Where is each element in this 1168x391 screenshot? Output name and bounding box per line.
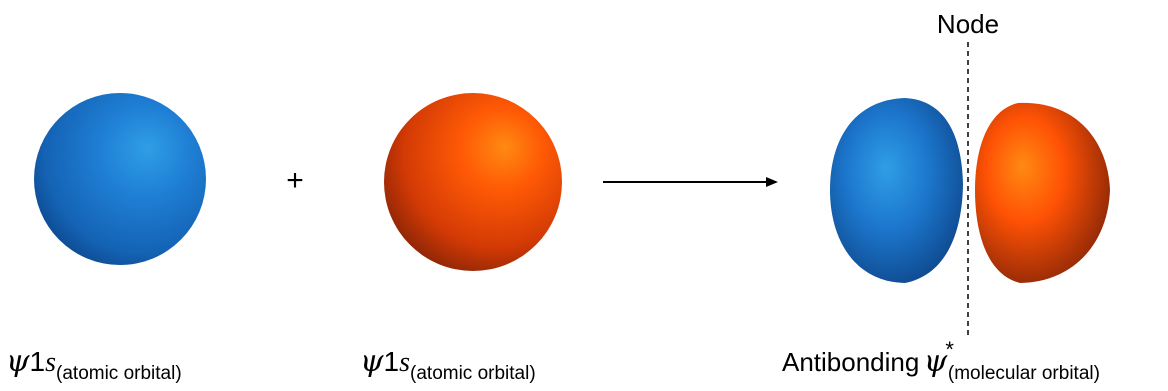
quantum-number: 1 bbox=[29, 346, 46, 377]
antibonding-word: Antibonding bbox=[782, 347, 920, 377]
antibonding-label: Antibonding ψ*(molecular orbital) bbox=[782, 337, 1100, 384]
orbital-subscript: (atomic orbital) bbox=[56, 363, 182, 384]
star-superscript: * bbox=[945, 337, 954, 362]
middle-orbital-label: ψ1s(atomic orbital) bbox=[360, 344, 536, 384]
psi-symbol: ψ bbox=[923, 344, 948, 379]
orbital-letter: s bbox=[45, 347, 57, 378]
plus-sign: + bbox=[286, 164, 304, 197]
psi-symbol: ψ bbox=[360, 344, 384, 379]
psi-symbol: ψ bbox=[6, 344, 30, 379]
orbital-letter: s bbox=[399, 347, 411, 378]
left-blue-sphere bbox=[34, 93, 206, 265]
node-label: Node bbox=[937, 9, 999, 39]
molecular-subscript: (molecular orbital) bbox=[947, 363, 1100, 384]
antibonding-orange-lobe bbox=[975, 102, 1110, 284]
quantum-number: 1 bbox=[383, 346, 400, 377]
middle-orange-sphere bbox=[384, 93, 562, 271]
left-orbital-label: ψ1s(atomic orbital) bbox=[6, 344, 182, 384]
antibonding-blue-lobe bbox=[830, 98, 963, 283]
orbital-subscript: (atomic orbital) bbox=[410, 363, 536, 384]
